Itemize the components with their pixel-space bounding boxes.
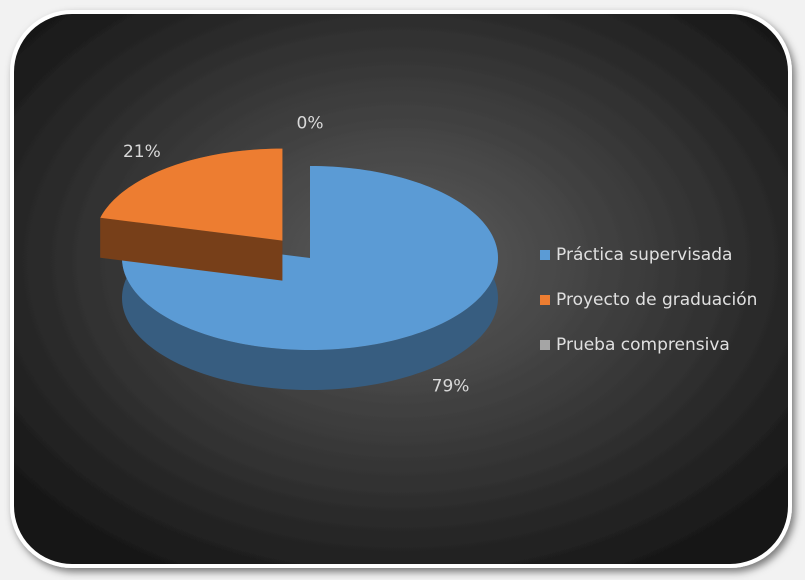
legend-label: Práctica supervisada [556,245,732,265]
slice-top [122,166,498,350]
legend-label: Proyecto de graduación [556,290,757,310]
slice-top [100,148,283,241]
legend-swatch [540,250,550,260]
slice-wall [100,217,283,281]
legend-swatch [540,295,550,305]
data-label: 79% [432,377,470,397]
data-label: 21% [123,142,161,162]
pie-slice [100,148,283,281]
legend-swatch [540,340,550,350]
legend-label: Prueba comprensiva [556,335,730,355]
data-label: 0% [297,114,324,134]
